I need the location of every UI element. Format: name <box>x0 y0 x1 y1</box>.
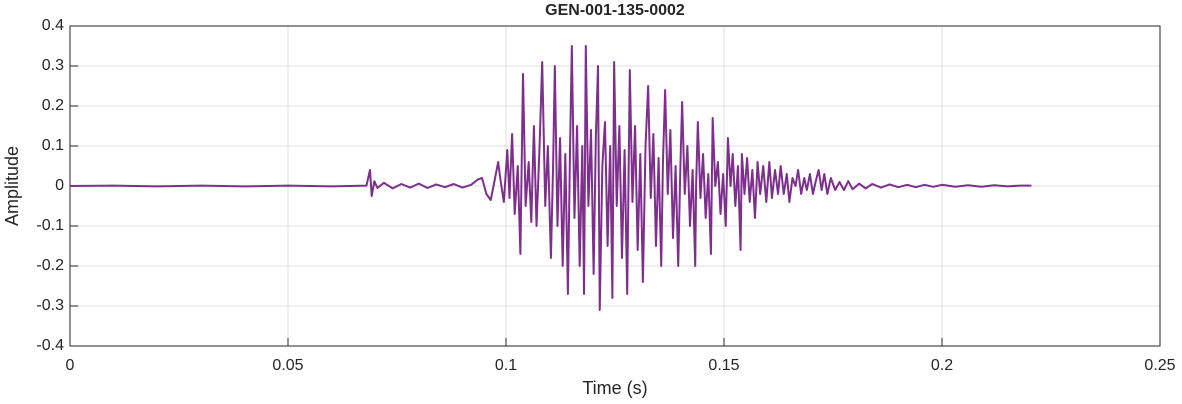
y-tick-label: 0 <box>55 177 64 194</box>
y-tick-label: -0.2 <box>36 257 64 274</box>
x-tick-label: 0.1 <box>495 357 517 374</box>
waveform-line <box>69 45 1032 311</box>
y-tick-label: -0.1 <box>36 217 64 234</box>
y-tick-label: -0.4 <box>36 337 64 354</box>
x-tick-label: 0.2 <box>931 357 953 374</box>
x-tick-label: 0 <box>66 357 75 374</box>
y-tick-label: 0.2 <box>42 97 64 114</box>
y-tick-label: 0.1 <box>42 137 64 154</box>
x-tick-label: 0.25 <box>1144 357 1175 374</box>
x-axis-label: Time (s) <box>582 378 647 398</box>
y-tick-label: 0.4 <box>42 17 64 34</box>
y-tick-label: 0.3 <box>42 57 64 74</box>
y-tick-label: -0.3 <box>36 297 64 314</box>
x-tick-label: 0.15 <box>708 357 739 374</box>
y-axis-label: Amplitude <box>2 146 22 226</box>
chart-title: GEN-001-135-0002 <box>545 2 685 19</box>
x-tick-label: 0.05 <box>272 357 303 374</box>
